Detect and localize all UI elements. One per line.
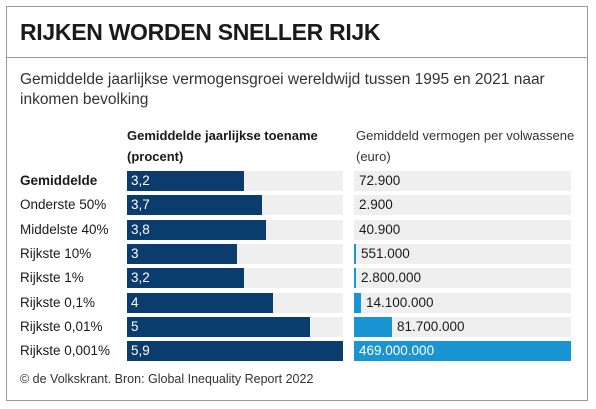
- growth-value-label: 5: [131, 319, 139, 334]
- wealth-value-label: 40.900: [359, 222, 401, 237]
- wealth-bar-track: [354, 268, 571, 288]
- category-label: Rijkste 0,1%: [20, 295, 96, 310]
- wealth-value-label: 14.100.000: [366, 295, 434, 310]
- growth-column-header: Gemiddelde jaarlijkse toename (procent): [127, 128, 318, 164]
- wealth-column-header: Gemiddeld vermogen per volwassene (euro): [356, 128, 575, 164]
- growth-bar: [127, 341, 343, 361]
- category-label: Gemiddelde: [20, 173, 98, 188]
- title-bar: RIJKEN WORDEN SNELLER RIJK: [6, 6, 588, 58]
- growth-value-label: 4: [131, 295, 139, 310]
- category-label: Rijkste 10%: [20, 246, 92, 261]
- wealth-bar: [354, 293, 361, 313]
- wealth-bar-track: [354, 244, 571, 264]
- wealth-bar: [354, 317, 392, 337]
- chart-title: RIJKEN WORDEN SNELLER RIJK: [20, 19, 381, 45]
- category-label: Middelste 40%: [20, 222, 109, 237]
- category-label: Rijkste 0,01%: [20, 319, 103, 334]
- growth-bar: [127, 317, 310, 337]
- growth-bar: [127, 268, 244, 288]
- wealth-bar: [354, 268, 356, 288]
- growth-bar: [127, 244, 237, 264]
- growth-bar: [127, 293, 273, 313]
- wealth-bar-track: [354, 317, 571, 337]
- wealth-bar-track: [354, 195, 571, 215]
- growth-bar: [127, 220, 266, 240]
- wealth-value-label: 72.900: [359, 173, 401, 188]
- chart-subtitle: Gemiddelde jaarlijkse vermogensgroei wer…: [20, 71, 545, 108]
- growth-value-label: 3,2: [131, 270, 150, 285]
- wealth-value-label: 551.000: [361, 246, 410, 261]
- wealth-value-label: 81.700.000: [397, 319, 465, 334]
- growth-value-label: 3: [131, 246, 139, 261]
- wealth-value-label: 2.800.000: [361, 270, 422, 285]
- growth-value-label: 3,2: [131, 173, 150, 188]
- category-label: Rijkste 1%: [20, 270, 84, 285]
- growth-value-label: 3,8: [131, 222, 150, 237]
- wealth-bar-track: [354, 171, 571, 191]
- wealth-bar-track: [354, 220, 571, 240]
- wealth-bar: [354, 341, 571, 361]
- wealth-bar-track: [354, 293, 571, 313]
- wealth-bar: [354, 244, 356, 264]
- growth-value-label: 5,9: [131, 343, 150, 358]
- category-label: Rijkste 0,001%: [20, 343, 111, 358]
- wealth-value-label: 2.900: [359, 197, 393, 212]
- growth-value-label: 3,7: [131, 197, 150, 212]
- growth-bar: [127, 195, 262, 215]
- category-label: Onderste 50%: [20, 197, 107, 212]
- growth-bar: [127, 171, 244, 191]
- source-credit: © de Volkskrant. Bron: Global Inequality…: [20, 372, 314, 386]
- wealth-value-label: 469.000.000: [359, 343, 435, 358]
